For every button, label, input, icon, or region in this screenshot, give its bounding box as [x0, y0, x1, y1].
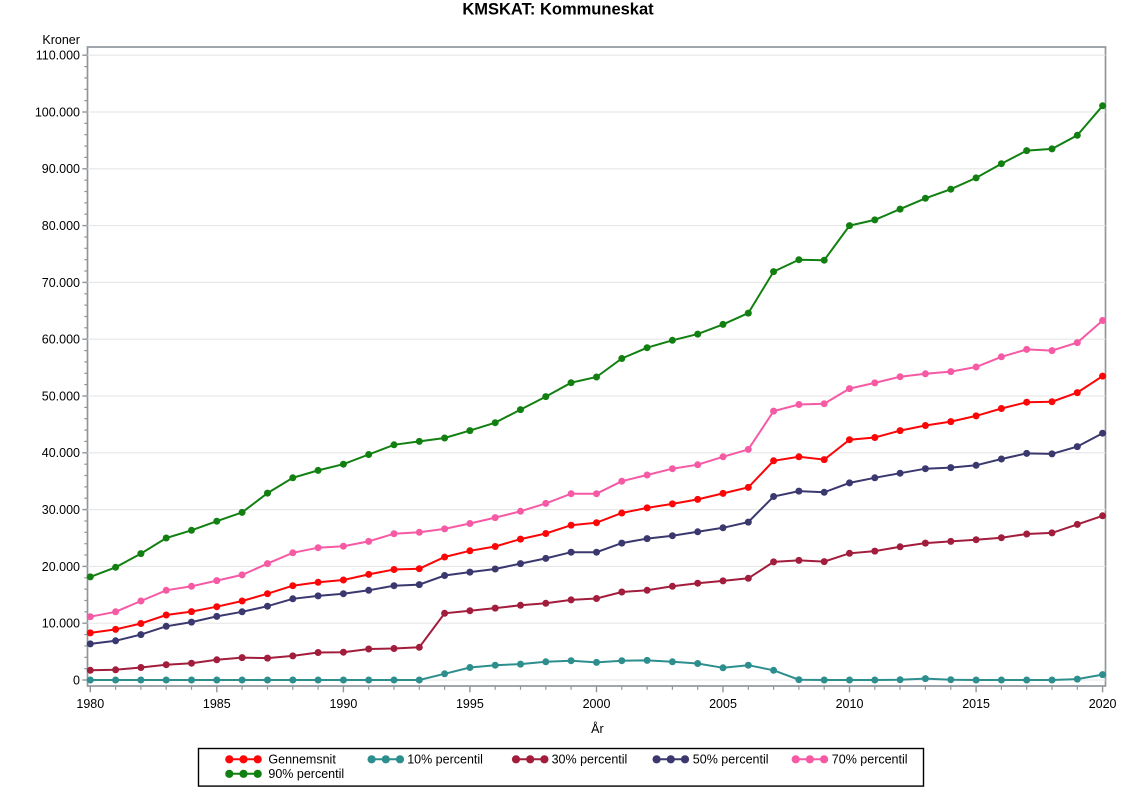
svg-text:30% percentil: 30% percentil	[552, 753, 628, 767]
svg-text:30.000: 30.000	[42, 503, 80, 517]
svg-text:Kroner: Kroner	[42, 33, 80, 47]
svg-text:70.000: 70.000	[42, 276, 80, 290]
svg-text:1985: 1985	[203, 697, 231, 711]
svg-text:1995: 1995	[456, 697, 484, 711]
svg-text:40.000: 40.000	[42, 446, 80, 460]
svg-text:1980: 1980	[76, 697, 104, 711]
svg-text:2005: 2005	[709, 697, 737, 711]
svg-text:50.000: 50.000	[42, 389, 80, 403]
svg-text:20.000: 20.000	[42, 560, 80, 574]
svg-text:2010: 2010	[836, 697, 864, 711]
svg-text:0: 0	[73, 673, 80, 687]
svg-text:2015: 2015	[962, 697, 990, 711]
svg-text:2020: 2020	[1089, 697, 1117, 711]
svg-text:80.000: 80.000	[42, 219, 80, 233]
svg-text:10% percentil: 10% percentil	[407, 753, 483, 767]
svg-text:2000: 2000	[583, 697, 611, 711]
svg-text:70% percentil: 70% percentil	[832, 753, 908, 767]
svg-text:År: År	[591, 721, 604, 736]
svg-text:90.000: 90.000	[42, 162, 80, 176]
svg-text:90% percentil: 90% percentil	[268, 767, 344, 781]
svg-text:10.000: 10.000	[42, 617, 80, 631]
svg-text:110.000: 110.000	[36, 49, 80, 63]
svg-text:1990: 1990	[329, 697, 357, 711]
svg-text:60.000: 60.000	[42, 333, 80, 347]
svg-text:KMSKAT: Kommuneskat: KMSKAT: Kommuneskat	[462, 1, 654, 19]
svg-text:50% percentil: 50% percentil	[693, 753, 769, 767]
svg-text:Gennemsnit: Gennemsnit	[268, 753, 336, 767]
svg-text:100.000: 100.000	[35, 105, 80, 119]
